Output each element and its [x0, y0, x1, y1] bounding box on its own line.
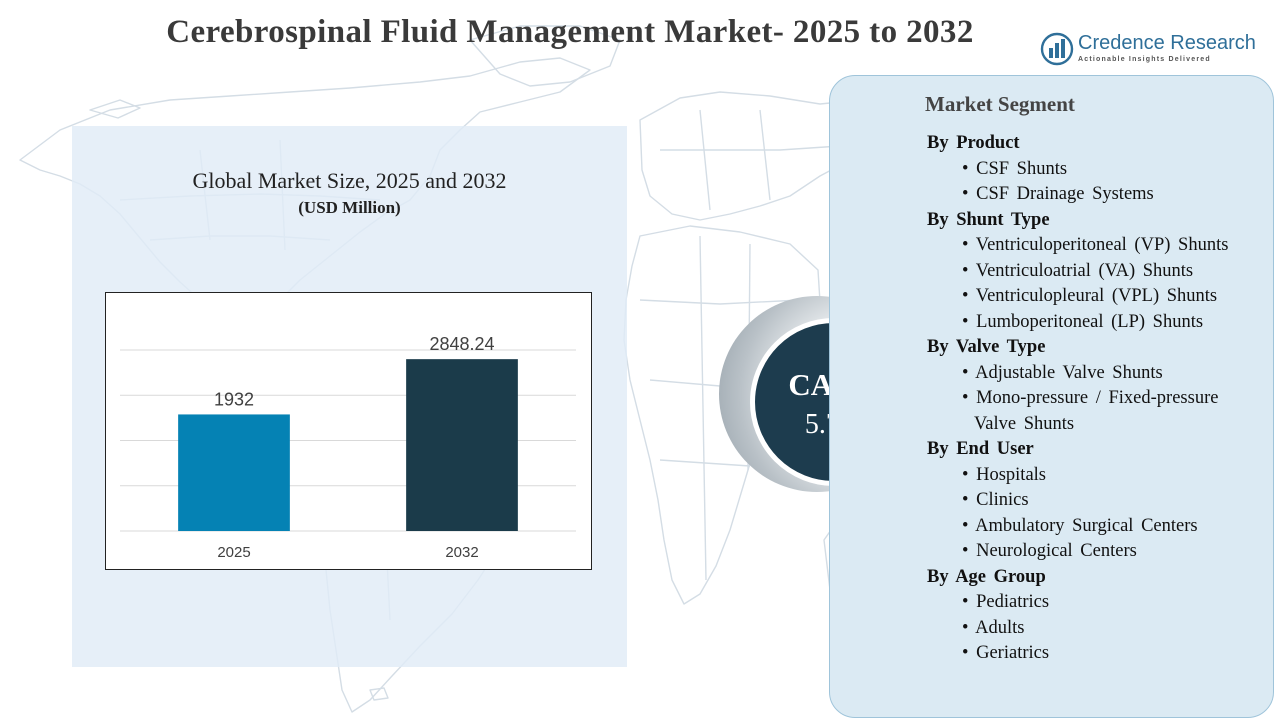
bullet-icon: • [962, 490, 977, 510]
segment-item-label: Ventriculopleural (VPL) Shunts [975, 286, 1218, 306]
segment-item: • Clinics [927, 488, 1267, 514]
bullet-icon: • [962, 388, 977, 408]
chart-subtitle: (USD Million) [298, 198, 401, 217]
bullet-icon: • [962, 643, 977, 663]
segment-item: • CSF Shunts [927, 157, 1267, 183]
bar-2032 [406, 359, 518, 531]
segment-item: • Ambulatory Surgical Centers [927, 514, 1267, 540]
segment-item: • Adults [927, 616, 1267, 642]
segment-item: • Pediatrics [927, 590, 1267, 616]
segment-list: By Product • CSF Shunts • CSF Drainage Sys… [927, 131, 1267, 667]
segment-item-label: Ambulatory Surgical Centers [975, 515, 1198, 536]
segment-item-label: Adults [975, 617, 1025, 638]
bullet-icon: • [962, 184, 977, 204]
segment-category: By Valve Type [927, 337, 1046, 357]
bullet-icon: • [962, 515, 976, 536]
chart-title: Global Market Size, 2025 and 2032 [192, 168, 507, 193]
segment-item: • Ventriculopleural (VPL) Shunts [927, 284, 1267, 310]
segment-category: By Age Group [927, 566, 1046, 587]
segment-heading: Market Segment [925, 92, 1075, 116]
data-label: 2848.24 [429, 334, 494, 354]
segment-item-label: Mono-pressure / Fixed-pressure Valve Shu… [974, 388, 1219, 434]
segment-item: • Ventriculoatrial (VA) Shunts [927, 259, 1267, 285]
segment-item: • Ventriculoperitoneal (VP) Shunts [927, 233, 1267, 259]
brand-logo: Credence Research Actionable Insights De… [1040, 30, 1270, 70]
bullet-icon: • [962, 286, 976, 306]
segment-item: • Hospitals [927, 463, 1267, 489]
segment-item-label: Neurological Centers [976, 541, 1137, 561]
x-tick-label: 2025 [217, 544, 250, 561]
segment-item-label: Geriatrics [976, 643, 1050, 663]
segment-item-label: CSF Shunts [976, 158, 1068, 179]
bullet-icon: • [962, 592, 977, 612]
bullet-icon: • [962, 311, 977, 332]
data-label: 1932 [214, 389, 254, 409]
segment-category: By Shunt Type [927, 209, 1050, 230]
segment-item: • Neurological Centers [927, 539, 1267, 565]
x-tick-label: 2032 [445, 544, 478, 561]
market-segment-card: Market Segment By Product • CSF Shunts • C… [829, 75, 1274, 718]
segment-item: • Adjustable Valve Shunts [927, 361, 1267, 387]
segment-item-label: Adjustable Valve Shunts [975, 362, 1163, 383]
segment-item: • Mono-pressure / Fixed-pressure Valve S… [927, 386, 1267, 437]
segment-category: By End User [927, 439, 1034, 459]
bar-chart-circle-icon [1040, 32, 1074, 66]
segment-item-label: Pediatrics [976, 592, 1050, 612]
segment-item-label: CSF Drainage Systems [976, 184, 1154, 204]
bullet-icon: • [962, 362, 976, 383]
segment-item-label: Clinics [976, 490, 1029, 510]
segment-item-label: Hospitals [976, 464, 1046, 485]
brand-name: Credence Research [1078, 32, 1256, 54]
bullet-icon: • [962, 541, 977, 561]
bullet-icon: • [962, 464, 977, 485]
bar-chart: 1932 2025 2848.24 2032 [105, 292, 592, 570]
segment-category: By Product [927, 133, 1020, 153]
segment-item: • Geriatrics [927, 641, 1267, 667]
brand-tagline: Actionable Insights Delivered [1078, 56, 1211, 63]
bar-2025 [178, 414, 290, 531]
segment-item: • CSF Drainage Systems [927, 182, 1267, 208]
segment-item-label: Ventriculoperitoneal (VP) Shunts [975, 235, 1229, 255]
bullet-icon: • [962, 617, 976, 638]
page-title: Cerebrospinal Fluid Management Market- 2… [166, 14, 974, 50]
segment-item-label: Ventriculoatrial (VA) Shunts [975, 260, 1194, 281]
segment-item: • Lumboperitoneal (LP) Shunts [927, 310, 1267, 336]
bullet-icon: • [962, 235, 976, 255]
segment-item-label: Lumboperitoneal (LP) Shunts [976, 311, 1204, 332]
bullet-icon: • [962, 260, 976, 281]
bullet-icon: • [962, 158, 977, 179]
